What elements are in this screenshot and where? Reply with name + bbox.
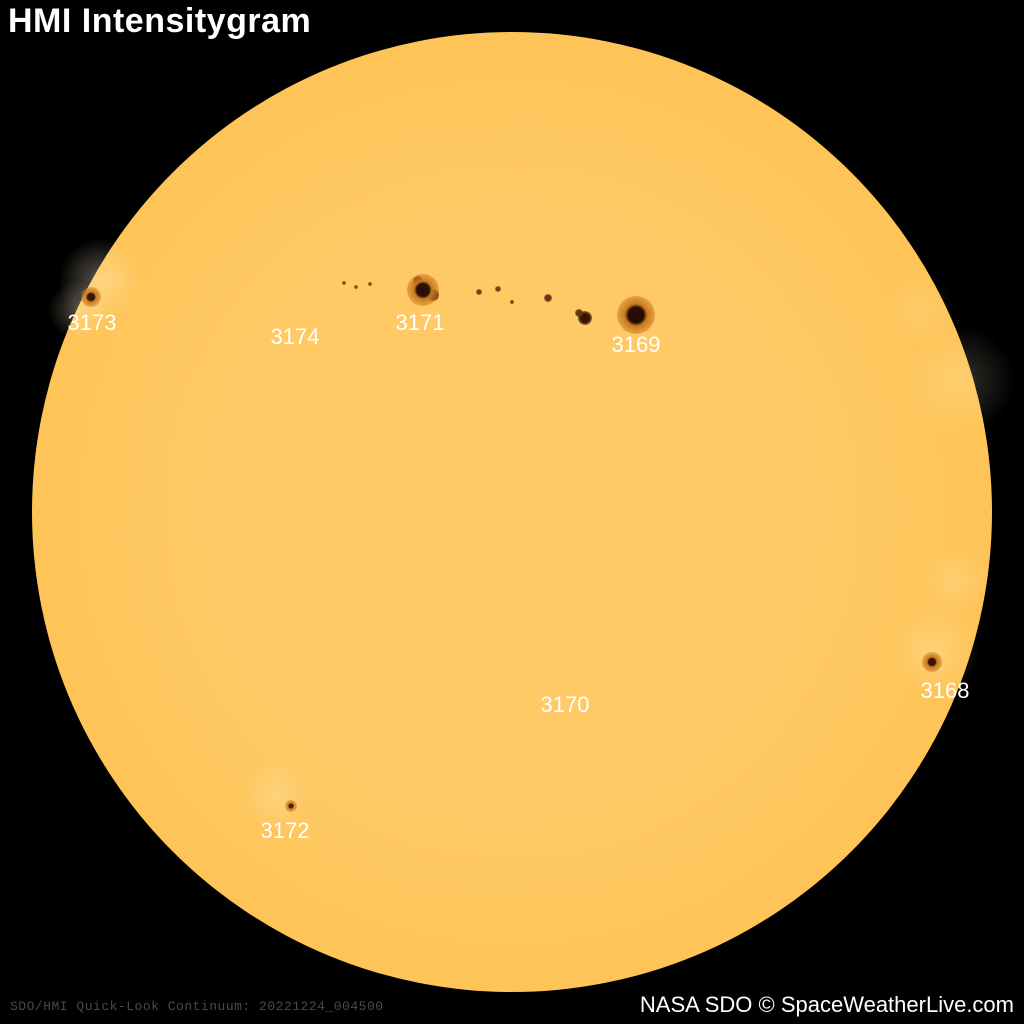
- sunspot-pore: [575, 309, 583, 317]
- sunspot-3173: [81, 287, 101, 307]
- sunspot-3169: [617, 296, 655, 334]
- plage: [920, 545, 990, 615]
- sunspot-label-3170: 3170: [541, 692, 590, 718]
- solar-image-canvas: 3173 3174 3171 3169 3170 3168 3172 HMI Intensi…: [0, 0, 1024, 1024]
- sunspot-3171: [407, 274, 439, 306]
- sunspot-label-3172: 3172: [261, 818, 310, 844]
- sunspot-pore: [354, 285, 358, 289]
- plage: [885, 275, 955, 345]
- image-credit: NASA SDO © SpaceWeatherLive.com: [640, 992, 1014, 1018]
- sunspot-pore: [495, 286, 501, 292]
- sunspot-pore: [510, 300, 514, 304]
- timestamp-footer: SDO/HMI Quick-Look Continuum: 20221224_0…: [10, 999, 384, 1014]
- sunspot-3168: [922, 652, 942, 672]
- sunspot-3172: [285, 800, 297, 812]
- sunspot-label-3168: 3168: [921, 678, 970, 704]
- sunspot-label-3171: 3171: [396, 310, 445, 336]
- sunspot-label-3174: 3174: [271, 324, 320, 350]
- sunspot-pore: [544, 294, 552, 302]
- sunspot-label-3169: 3169: [612, 332, 661, 358]
- sunspot-pore: [368, 282, 372, 286]
- solar-disk: [32, 32, 992, 992]
- sunspot-pore: [476, 289, 482, 295]
- sunspot-pore: [342, 281, 346, 285]
- image-title: HMI Intensitygram: [8, 2, 311, 41]
- sunspot-label-3173: 3173: [68, 310, 117, 336]
